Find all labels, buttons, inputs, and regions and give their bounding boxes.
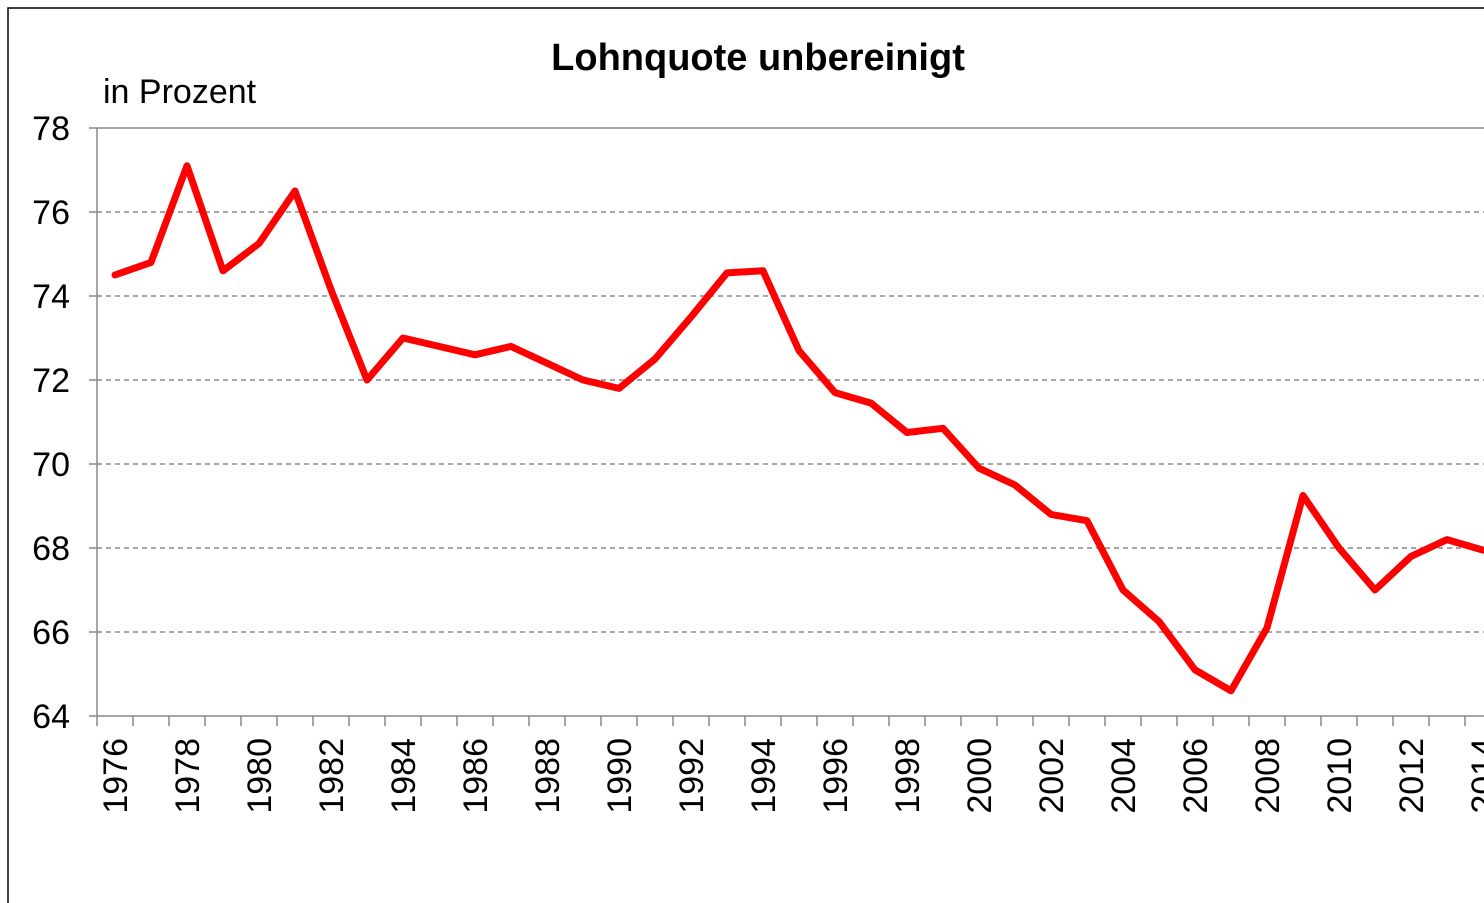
- y-tick-label: 72: [32, 362, 70, 400]
- line: [111, 162, 1484, 695]
- x-tick-label: 2002: [1033, 738, 1071, 814]
- y-axis-label: in Prozent: [103, 73, 257, 111]
- y-tick-label: 68: [32, 530, 70, 568]
- y-tick-label: 76: [32, 194, 70, 232]
- x-tick-label: 1976: [97, 738, 135, 814]
- x-tick-label: 1998: [889, 738, 927, 814]
- x-tick-label: 2006: [1177, 738, 1215, 814]
- x-tick-label: 1984: [385, 738, 423, 814]
- x-tick-label: 1988: [529, 738, 567, 814]
- chart-title: Lohnquote unbereinigt: [551, 37, 965, 79]
- x-tick-label: 2008: [1249, 738, 1287, 814]
- x-tick-label: 1982: [313, 738, 351, 814]
- x-tick-label: 2000: [961, 738, 999, 814]
- y-tick-label: 64: [32, 698, 70, 736]
- x-tick-label: 2010: [1321, 738, 1359, 814]
- x-tick-label: 2012: [1393, 738, 1431, 814]
- y-tick-label: 78: [32, 110, 70, 148]
- x-tick-label: 1986: [457, 738, 495, 814]
- x-tick-label: 1990: [601, 738, 639, 814]
- y-tick-label: 70: [32, 446, 70, 484]
- x-tick-label: 1978: [169, 738, 207, 814]
- frame: [7, 7, 1484, 903]
- y-tick-label: 66: [32, 614, 70, 652]
- x-tick-label: 2004: [1105, 738, 1143, 814]
- x-tick-label: 1980: [241, 738, 279, 814]
- x-tick-label: 1994: [745, 738, 783, 814]
- x-tick-label: 1996: [817, 738, 855, 814]
- x-tick-label: 1992: [673, 738, 711, 814]
- x-tick-label: 2014: [1465, 738, 1484, 814]
- y-tick-label: 74: [32, 278, 70, 316]
